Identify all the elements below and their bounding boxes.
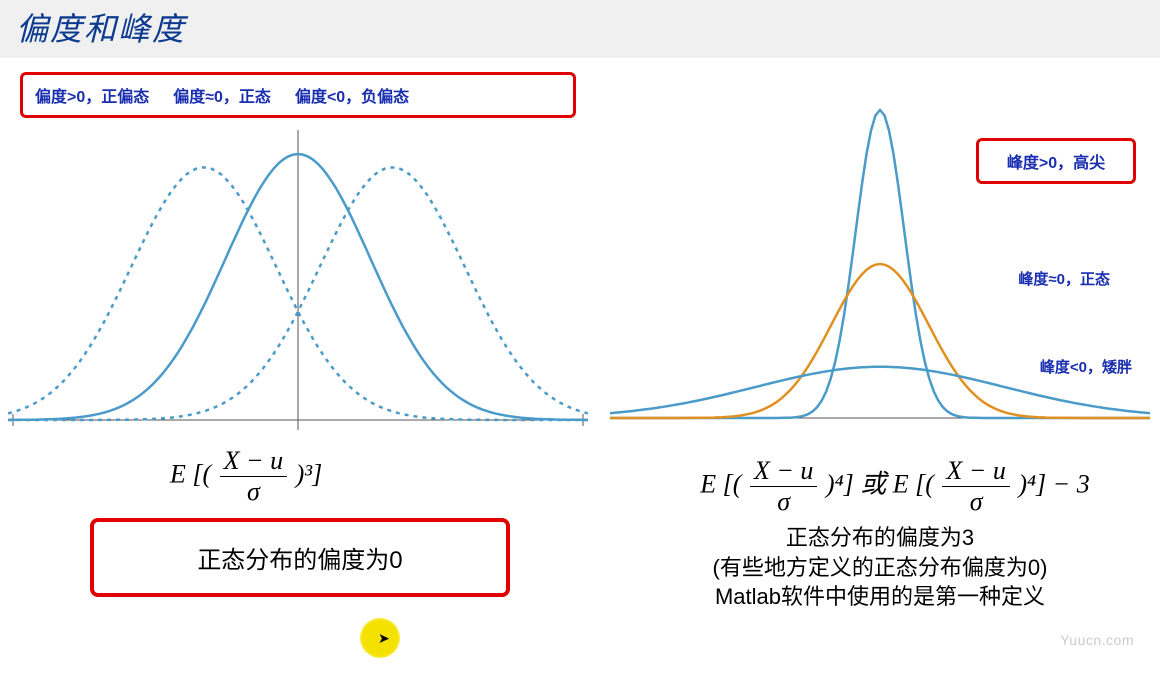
kurt-legend-high: 峰度>0，高尖 [976, 138, 1136, 184]
watermark: Yuucn.com [1060, 632, 1134, 648]
skewness-panel: 偏度>0，正偏态 偏度≈0，正态 偏度<0，负偏态 E [( X − uσ )³… [0, 58, 600, 678]
skew-legend-item: 偏度≈0，正态 [173, 83, 271, 107]
skew-chart [8, 120, 588, 430]
kurt-label-mid: 峰度≈0，正态 [1018, 268, 1110, 289]
kurt-notes: 正态分布的偏度为3 (有些地方定义的正态分布偏度为0) Matlab软件中使用的… [620, 523, 1140, 612]
skew-caption-box: 正态分布的偏度为0 [90, 518, 510, 597]
skew-legend-item: 偏度>0，正偏态 [35, 83, 149, 107]
kurtosis-panel: 峰度>0，高尖 峰度≈0，正态 峰度<0，矮胖 E [( X − uσ )⁴] … [600, 58, 1160, 678]
kurt-formula: E [( X − uσ )⁴] 或 E [( X − uσ )⁴] − 3 [640, 456, 1150, 517]
skew-legend-item: 偏度<0，负偏态 [295, 83, 409, 107]
skew-formula: E [( X − uσ )³] [170, 446, 322, 507]
skew-legend-box: 偏度>0，正偏态 偏度≈0，正态 偏度<0，负偏态 [20, 72, 576, 118]
kurt-label-low: 峰度<0，矮胖 [1040, 356, 1132, 377]
cursor-arrow-icon: ➤ [378, 630, 390, 647]
page-title: 偏度和峰度 [0, 0, 1160, 58]
